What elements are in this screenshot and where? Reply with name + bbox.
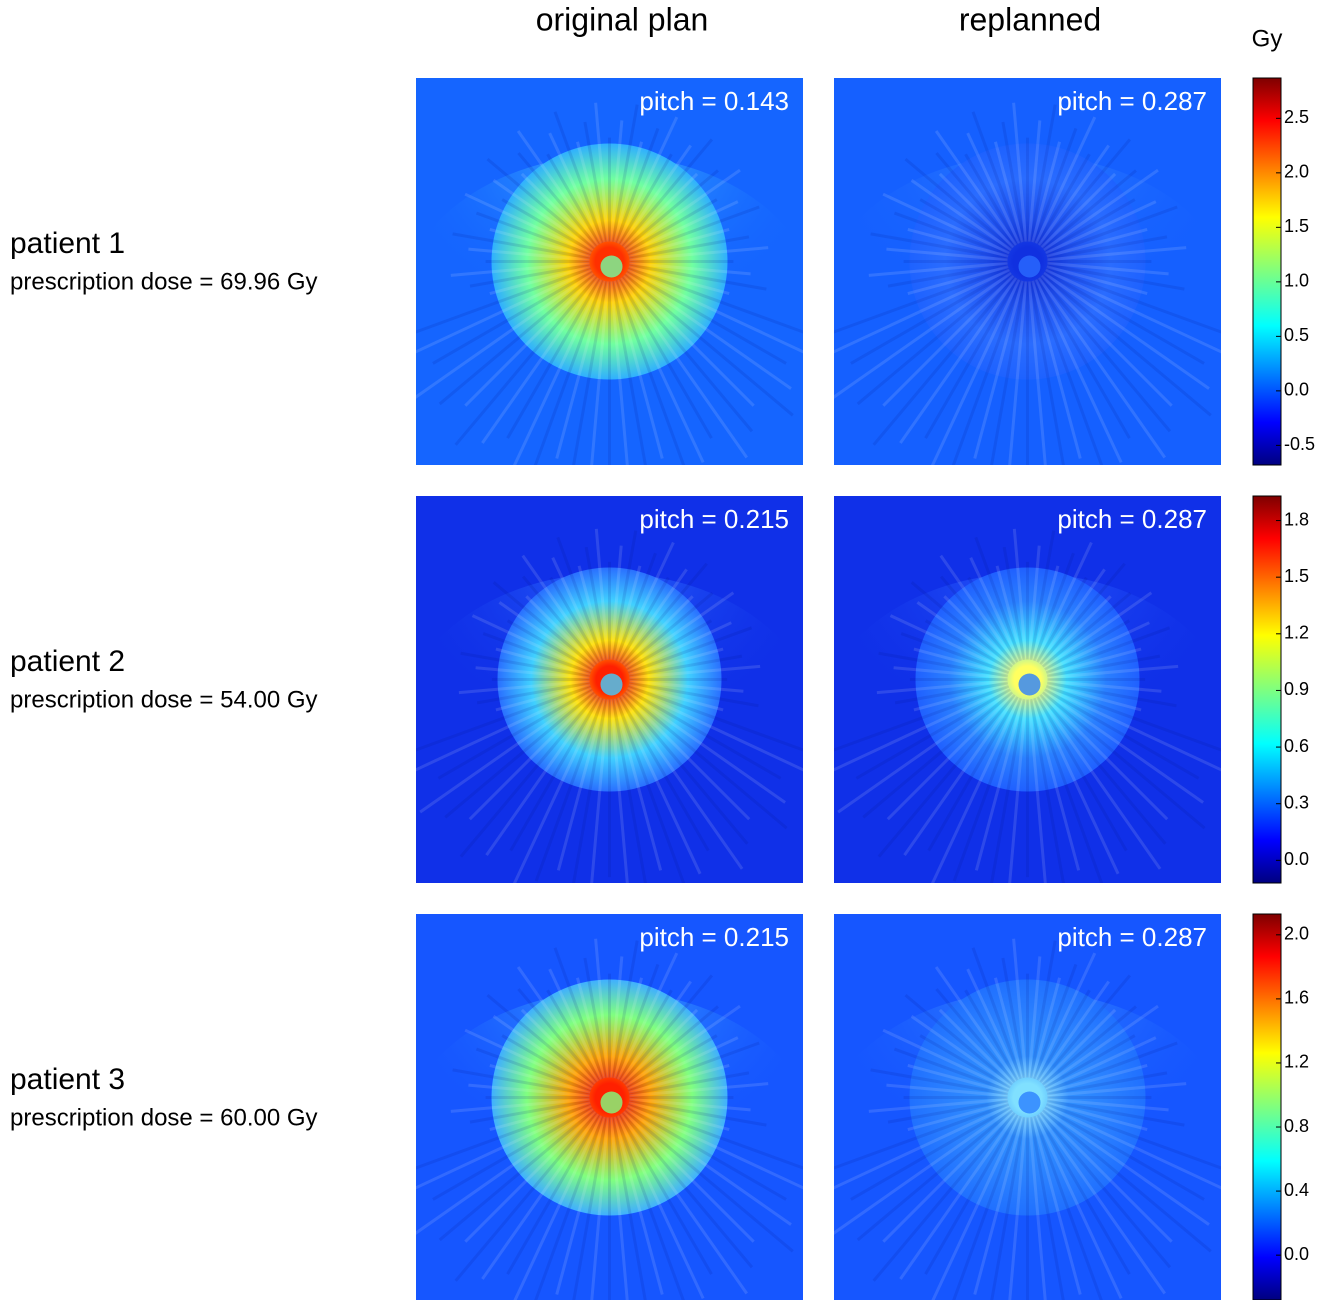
map-core bbox=[601, 674, 623, 696]
colorbar-tick-label: 2.5 bbox=[1284, 107, 1309, 127]
map-core bbox=[601, 1092, 623, 1114]
dose-map bbox=[803, 914, 1245, 1300]
pitch-label: pitch = 0.287 bbox=[1057, 504, 1207, 534]
unit-label: Gy bbox=[1252, 25, 1283, 52]
pitch-label: pitch = 0.143 bbox=[639, 86, 789, 116]
column-title: replanned bbox=[959, 1, 1101, 37]
colorbar-tick-label: 0.4 bbox=[1284, 1180, 1309, 1200]
colorbar-tick-label: 2.0 bbox=[1284, 162, 1309, 182]
figure: original plan replanned Gy patient 1 pres… bbox=[0, 0, 1335, 1300]
patient-label: patient 2 bbox=[10, 645, 125, 678]
prescription-label: prescription dose = 54.00 Gy bbox=[10, 686, 318, 713]
colorbar-tick-label: 1.0 bbox=[1284, 271, 1309, 291]
dose-map bbox=[385, 914, 827, 1300]
colorbar-tick-label: 0.3 bbox=[1284, 792, 1309, 812]
colorbar-tick-label: 1.2 bbox=[1284, 1052, 1309, 1072]
colorbar-tick-label: 0.8 bbox=[1284, 1116, 1309, 1136]
dose-map bbox=[803, 78, 1245, 500]
colorbar-tick-label: 0.0 bbox=[1284, 849, 1309, 869]
colorbar bbox=[1253, 914, 1281, 1300]
prescription-label: prescription dose = 69.96 Gy bbox=[10, 268, 318, 295]
colorbar-tick-label: 0.5 bbox=[1284, 325, 1309, 345]
map-core bbox=[601, 256, 623, 278]
pitch-label: pitch = 0.287 bbox=[1057, 86, 1207, 116]
colorbar-tick-label: 0.6 bbox=[1284, 736, 1309, 756]
colorbar-tick-label: 1.8 bbox=[1284, 509, 1309, 529]
column-title: original plan bbox=[536, 1, 709, 37]
colorbar-tick-label: -0.5 bbox=[1284, 434, 1315, 454]
colorbar-tick-label: 1.6 bbox=[1284, 988, 1309, 1008]
dose-map bbox=[810, 496, 1240, 910]
page: original plan replanned Gy patient 1 pres… bbox=[0, 0, 1335, 1300]
colorbar-tick-label: 0.9 bbox=[1284, 679, 1309, 699]
dose-map bbox=[385, 78, 827, 500]
colorbar-tick-label: 0.0 bbox=[1284, 1244, 1309, 1264]
patient-label: patient 1 bbox=[10, 227, 125, 260]
prescription-label: prescription dose = 60.00 Gy bbox=[10, 1104, 318, 1131]
colorbar-tick-label: 2.0 bbox=[1284, 924, 1309, 944]
pitch-label: pitch = 0.215 bbox=[639, 504, 789, 534]
map-core bbox=[1019, 1092, 1041, 1114]
pitch-label: pitch = 0.215 bbox=[639, 922, 789, 952]
colorbar-tick-label: 0.0 bbox=[1284, 380, 1309, 400]
colorbar-tick-label: 1.2 bbox=[1284, 623, 1309, 643]
colorbar bbox=[1253, 78, 1281, 465]
colorbar-tick-label: 1.5 bbox=[1284, 566, 1309, 586]
colorbar bbox=[1253, 496, 1281, 883]
patient-label: patient 3 bbox=[10, 1063, 125, 1096]
map-core bbox=[1019, 256, 1041, 278]
pitch-label: pitch = 0.287 bbox=[1057, 922, 1207, 952]
dose-map bbox=[392, 496, 822, 910]
map-core bbox=[1019, 674, 1041, 696]
colorbar-tick-label: 1.5 bbox=[1284, 216, 1309, 236]
